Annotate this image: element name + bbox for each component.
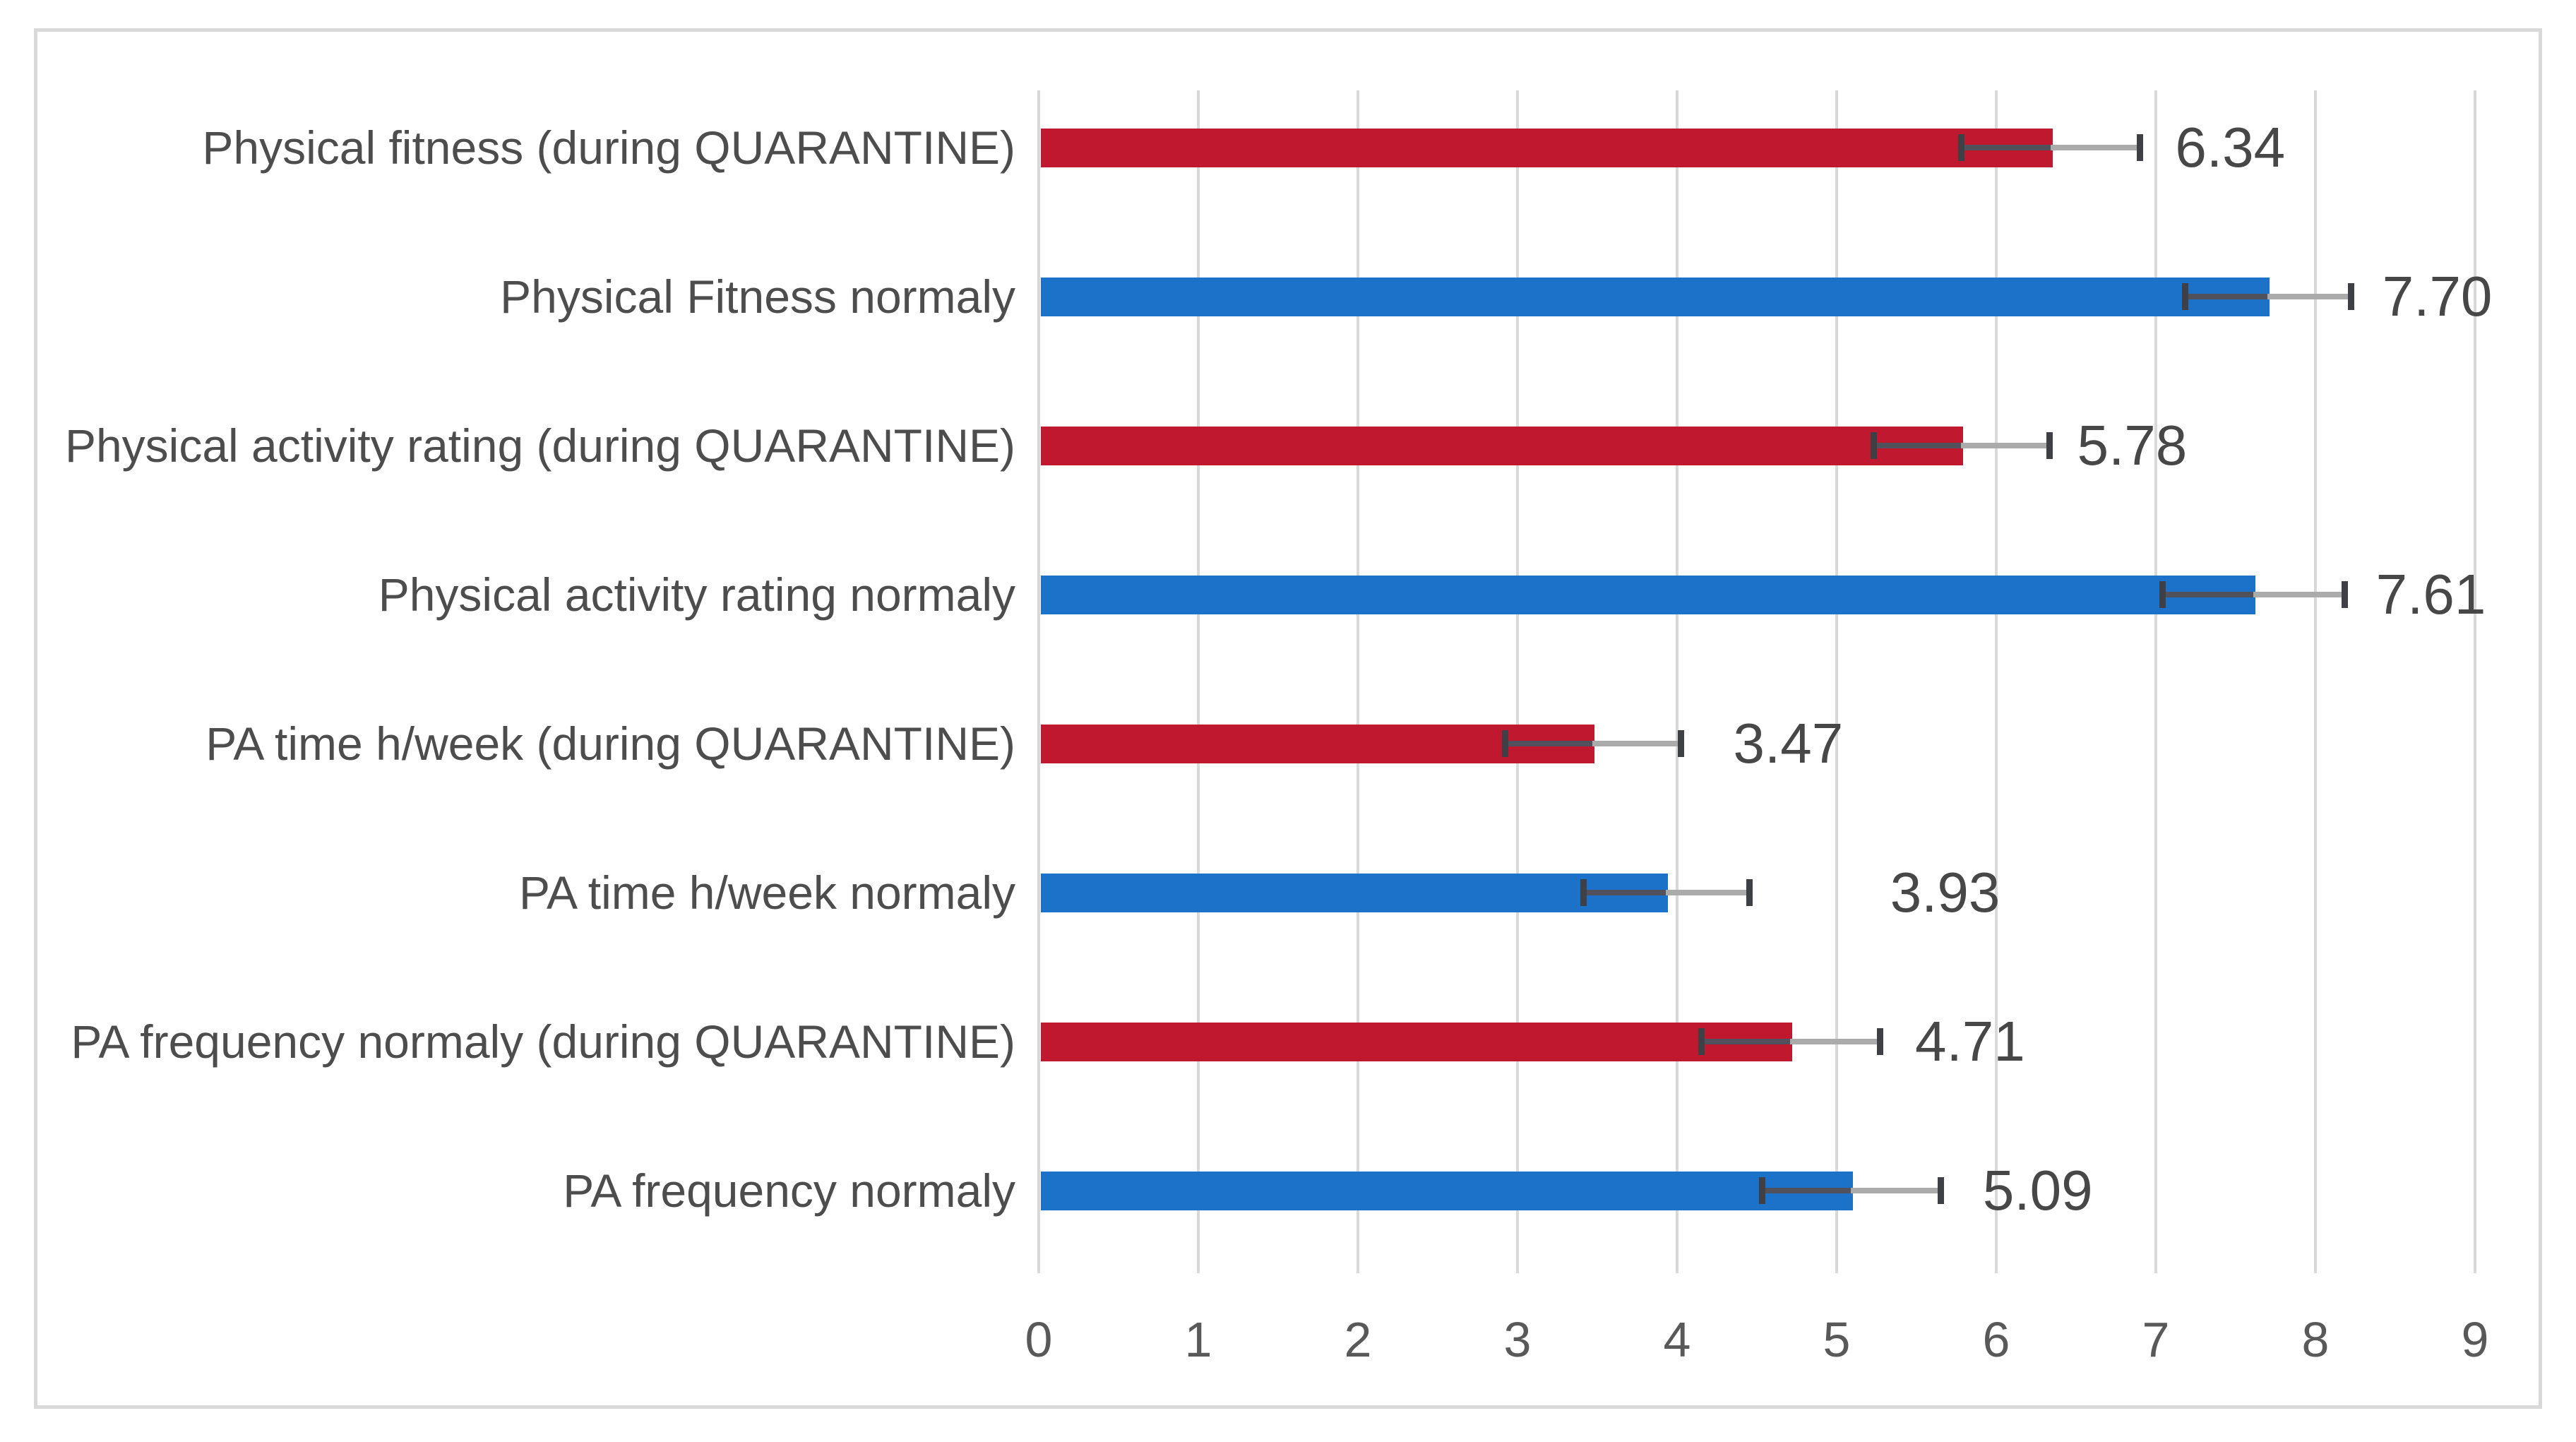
bar-quarantine — [1041, 1022, 1793, 1061]
error-bar-cap — [1677, 730, 1684, 757]
category-label: PA time h/week (during QUARANTINE) — [205, 717, 1015, 770]
error-bar-cap — [1870, 432, 1877, 459]
x-tick-label: 8 — [2301, 1312, 2330, 1367]
error-bar-cap — [1580, 879, 1587, 906]
error-bar-inner — [1504, 741, 1593, 746]
bar-normal — [1041, 873, 1669, 912]
gridline — [2314, 90, 2317, 1273]
gridline — [1516, 90, 1519, 1273]
error-bar-inner — [2184, 294, 2268, 299]
error-bar-outer — [2253, 592, 2344, 597]
category-label: Physical activity rating (during QUARANT… — [64, 419, 1015, 472]
x-tick-label: 2 — [1344, 1312, 1372, 1367]
error-bar-outer — [1790, 1039, 1880, 1044]
error-bar-outer — [1592, 741, 1681, 746]
gridline — [1676, 90, 1678, 1273]
value-label: 7.70 — [2382, 265, 2493, 328]
error-bar-inner — [1761, 1188, 1852, 1193]
error-bar-inner — [1961, 145, 2051, 150]
value-label: 7.61 — [2375, 563, 2486, 626]
error-bar-outer — [1961, 443, 2049, 448]
gridline — [1356, 90, 1359, 1273]
error-bar-cap — [1501, 730, 1508, 757]
category-label: PA time h/week normaly — [518, 866, 1015, 919]
value-label: 6.34 — [2175, 116, 2286, 179]
value-label: 4.71 — [1915, 1010, 2025, 1073]
category-label: Physical Fitness normaly — [500, 270, 1015, 323]
bar-normal — [1041, 1171, 1854, 1210]
bar-quarantine — [1041, 128, 2053, 167]
gridline — [1197, 90, 1200, 1273]
error-bar-cap — [2159, 581, 2166, 608]
error-bar-outer — [2050, 145, 2140, 150]
x-tick-label: 0 — [1025, 1312, 1053, 1367]
gridline — [1835, 90, 1838, 1273]
error-bar-inner — [1700, 1039, 1791, 1044]
category-label: Physical activity rating normaly — [378, 568, 1015, 621]
error-bar-cap — [1958, 134, 1965, 161]
category-label: PA frequency normaly (during QUARANTINE) — [71, 1015, 1015, 1068]
error-bar-cap — [2341, 581, 2348, 608]
error-bar-cap — [2046, 432, 2053, 459]
x-tick-label: 5 — [1823, 1312, 1851, 1367]
value-label: 3.47 — [1733, 712, 1844, 775]
error-bar-inner — [1873, 443, 1962, 448]
bar-quarantine — [1041, 426, 1964, 465]
error-bar-cap — [1758, 1177, 1765, 1204]
bar-normal — [1041, 277, 2270, 316]
error-bar-cap — [1698, 1028, 1705, 1055]
error-bar-cap — [2137, 134, 2144, 161]
x-tick-label: 7 — [2142, 1312, 2170, 1367]
error-bar-cap — [1877, 1028, 1884, 1055]
bar-normal — [1041, 575, 2255, 614]
error-bar-cap — [2347, 283, 2354, 310]
x-tick-label: 4 — [1663, 1312, 1691, 1367]
gridline — [2154, 90, 2157, 1273]
value-label: 3.93 — [1890, 861, 2000, 924]
x-tick-label: 9 — [2461, 1312, 2489, 1367]
error-bar-outer — [2267, 294, 2351, 299]
error-bar-inner — [1582, 890, 1666, 895]
error-bar-outer — [1666, 890, 1749, 895]
error-bar-inner — [2162, 592, 2253, 597]
category-label: Physical fitness (during QUARANTINE) — [202, 121, 1015, 174]
gridline — [1995, 90, 1998, 1273]
value-label: 5.09 — [1982, 1159, 2093, 1222]
x-tick-label: 6 — [1982, 1312, 2010, 1367]
y-axis-line — [1037, 90, 1040, 1273]
error-bar-cap — [1746, 879, 1753, 906]
error-bar-cap — [2181, 283, 2188, 310]
category-label: PA frequency normaly — [563, 1164, 1015, 1217]
value-label: 5.78 — [2077, 414, 2188, 477]
error-bar-outer — [1851, 1188, 1940, 1193]
error-bar-cap — [1937, 1177, 1944, 1204]
x-tick-label: 3 — [1503, 1312, 1532, 1367]
gridline — [2474, 90, 2476, 1273]
x-tick-label: 1 — [1184, 1312, 1212, 1367]
